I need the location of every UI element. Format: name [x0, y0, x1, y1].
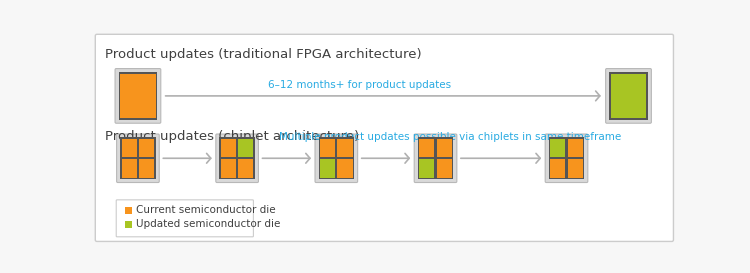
FancyBboxPatch shape: [606, 69, 651, 123]
Bar: [418, 138, 453, 179]
FancyBboxPatch shape: [315, 134, 358, 183]
Bar: [610, 73, 646, 118]
Bar: [120, 73, 156, 118]
Text: Product updates (chiplet architecture): Product updates (chiplet architecture): [104, 130, 358, 143]
FancyBboxPatch shape: [545, 134, 588, 183]
Bar: [338, 159, 352, 177]
FancyBboxPatch shape: [116, 134, 159, 183]
Bar: [550, 139, 566, 157]
FancyBboxPatch shape: [115, 69, 160, 123]
Bar: [436, 159, 451, 177]
Bar: [419, 159, 434, 177]
Bar: [122, 159, 136, 177]
Text: Multiple product updates possible via chiplets in same timeframe: Multiple product updates possible via ch…: [279, 132, 621, 142]
Bar: [122, 139, 136, 157]
Bar: [219, 138, 255, 179]
FancyBboxPatch shape: [414, 134, 457, 183]
Text: 6–12 months+ for product updates: 6–12 months+ for product updates: [268, 80, 452, 90]
Bar: [419, 139, 434, 157]
Bar: [139, 139, 154, 157]
Bar: [220, 159, 236, 177]
Bar: [320, 159, 335, 177]
Bar: [568, 159, 583, 177]
Text: Product updates (traditional FPGA architecture): Product updates (traditional FPGA archit…: [104, 48, 422, 61]
Bar: [118, 72, 158, 120]
Bar: [550, 159, 566, 177]
Bar: [220, 139, 236, 157]
Bar: [320, 139, 335, 157]
FancyBboxPatch shape: [216, 134, 259, 183]
Bar: [124, 207, 132, 214]
Bar: [436, 139, 451, 157]
Bar: [238, 159, 254, 177]
Bar: [319, 138, 354, 179]
Text: Current semiconductor die: Current semiconductor die: [136, 205, 275, 215]
Bar: [238, 139, 254, 157]
Bar: [549, 138, 584, 179]
Bar: [609, 72, 648, 120]
Bar: [338, 139, 352, 157]
Bar: [139, 159, 154, 177]
FancyBboxPatch shape: [116, 200, 254, 237]
Bar: [124, 221, 132, 228]
Bar: [568, 139, 583, 157]
Bar: [120, 138, 156, 179]
FancyBboxPatch shape: [95, 34, 674, 241]
Text: Updated semiconductor die: Updated semiconductor die: [136, 219, 280, 229]
